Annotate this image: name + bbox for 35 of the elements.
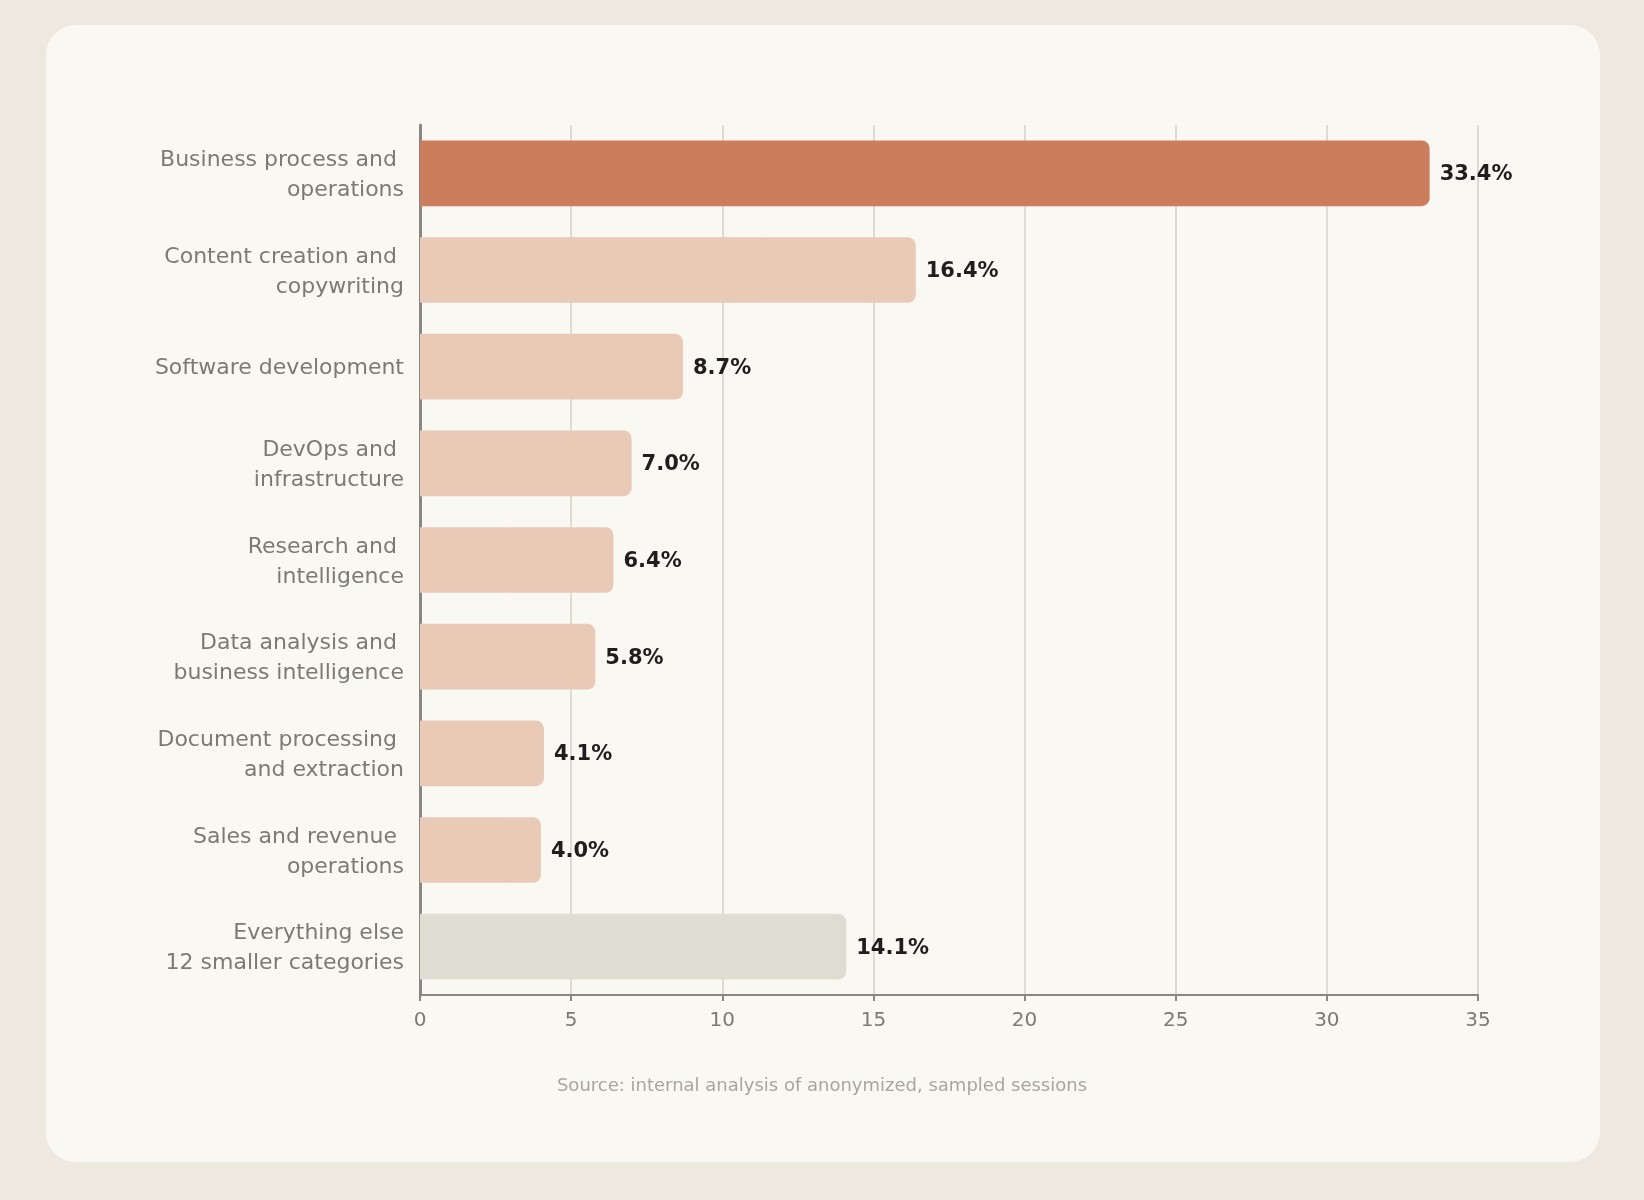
bar — [420, 333, 683, 400]
x-tick-label: 35 — [1465, 1007, 1491, 1031]
bar — [420, 527, 614, 593]
data-label: 14.1% — [856, 934, 930, 959]
y-tick-label: Document processing and extraction — [157, 725, 404, 781]
x-tick-label: 5 — [564, 1007, 578, 1031]
data-label: 5.8% — [605, 644, 664, 669]
x-tick-label: 30 — [1314, 1007, 1340, 1031]
bar — [420, 430, 632, 497]
data-label: 16.4% — [925, 258, 999, 282]
data-label: 33.4% — [1439, 161, 1513, 186]
bar — [420, 720, 544, 787]
bar — [420, 817, 541, 883]
y-tick-label: Everything else 12 smaller categories — [165, 919, 404, 975]
data-label: 4.1% — [553, 741, 613, 766]
y-tick-label: Software development — [154, 354, 405, 380]
x-tick-label: 15 — [860, 1007, 887, 1031]
y-tick-label: Data analysis and business intelligence — [173, 629, 404, 685]
data-label: 7.0% — [641, 451, 700, 476]
x-tick-label: 0 — [413, 1007, 427, 1031]
y-tick-label: Sales and revenue operations — [193, 822, 404, 878]
data-label: 4.0% — [550, 838, 610, 862]
data-label: 6.4% — [623, 548, 682, 572]
x-tick-label: 20 — [1011, 1007, 1038, 1031]
y-tick-label: Business process and operations — [160, 145, 404, 201]
y-tick-label: Research and intelligence — [247, 532, 404, 588]
source-note: Source: internal analysis of anonymized, sampled sessions — [556, 1073, 1088, 1095]
bar — [420, 140, 1430, 207]
x-tick-label: 25 — [1162, 1007, 1189, 1031]
bar — [420, 237, 916, 303]
x-tick-label: 10 — [709, 1007, 736, 1031]
data-label: 8.7% — [692, 354, 752, 379]
y-tick-label: Content creation and copywriting — [164, 242, 404, 298]
bar — [420, 623, 596, 690]
y-tick-label: DevOps and infrastructure — [253, 435, 404, 491]
